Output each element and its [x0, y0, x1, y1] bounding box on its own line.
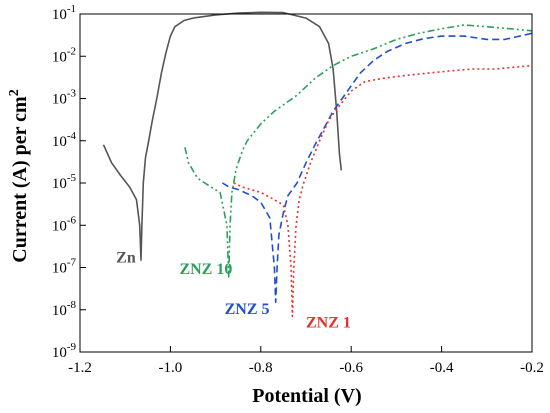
series-label-zn: Zn — [116, 250, 136, 267]
y-tick-exponent: -4 — [67, 130, 77, 142]
y-tick-base: 10 — [52, 261, 67, 277]
series-line-znz-1 — [233, 64, 533, 318]
y-tick-base: 10 — [52, 7, 67, 23]
x-axis-title: Potential (V) — [252, 385, 361, 407]
x-axis-ticks: -1.2 -1.0 -0.8 -0.6 -0.4 -0.2 — [68, 346, 544, 376]
y-axis-title-exponent: 2 — [7, 89, 22, 96]
y-tick-exponent: -2 — [67, 45, 76, 57]
y-tick-exponent: -8 — [67, 299, 77, 311]
y-tick-label: 10-4 — [52, 130, 77, 150]
y-tick-exponent: -5 — [67, 172, 77, 184]
y-tick-label: 10-3 — [52, 88, 77, 108]
y-tick-exponent: -9 — [67, 341, 77, 353]
y-tick-label: 10-9 — [52, 341, 77, 361]
y-tick-label: 10-1 — [52, 3, 76, 23]
y-tick-base: 10 — [52, 134, 67, 150]
y-tick-exponent: -6 — [67, 214, 77, 226]
plot-lines — [102, 11, 533, 318]
x-tick-label: -0.6 — [339, 360, 363, 376]
y-tick-label: 10-2 — [52, 45, 76, 65]
y-tick-base: 10 — [52, 92, 67, 108]
series-line-zn — [102, 11, 343, 261]
y-tick-exponent: -7 — [67, 257, 77, 269]
x-tick-label: -0.4 — [430, 360, 454, 376]
plot-frame — [79, 13, 533, 353]
y-tick-label: 10-7 — [52, 257, 77, 277]
series-label-znz-10: ZNZ 10 — [179, 261, 232, 278]
series-annotations: Zn ZNZ 10 ZNZ 5 ZNZ 1 — [116, 250, 351, 332]
x-tick-label: -1.0 — [159, 360, 183, 376]
y-tick-label: 10-8 — [52, 299, 77, 319]
y-tick-exponent: -1 — [67, 3, 76, 15]
series-line-znz-5 — [221, 32, 533, 304]
y-tick-base: 10 — [52, 218, 67, 234]
y-tick-base: 10 — [52, 49, 67, 65]
y-tick-exponent: -3 — [67, 88, 77, 100]
y-tick-label: 10-6 — [52, 214, 77, 234]
y-tick-label: 10-5 — [52, 172, 77, 192]
y-axis-title-main: Current (A) per cm — [9, 96, 31, 263]
x-tick-label: -0.8 — [249, 360, 273, 376]
x-tick-label: -0.2 — [520, 360, 544, 376]
y-tick-base: 10 — [52, 345, 67, 361]
series-label-znz-1: ZNZ 1 — [306, 315, 351, 332]
x-tick-label: -1.2 — [68, 360, 92, 376]
series-line-znz-10 — [184, 24, 533, 278]
y-tick-base: 10 — [52, 303, 67, 319]
y-tick-base: 10 — [52, 176, 67, 192]
y-axis-title: Current (A) per cm2 — [7, 89, 31, 262]
series-label-znz-5: ZNZ 5 — [225, 301, 270, 318]
y-axis-ticks: 10-910-810-710-610-510-410-310-210-1 — [52, 3, 86, 361]
